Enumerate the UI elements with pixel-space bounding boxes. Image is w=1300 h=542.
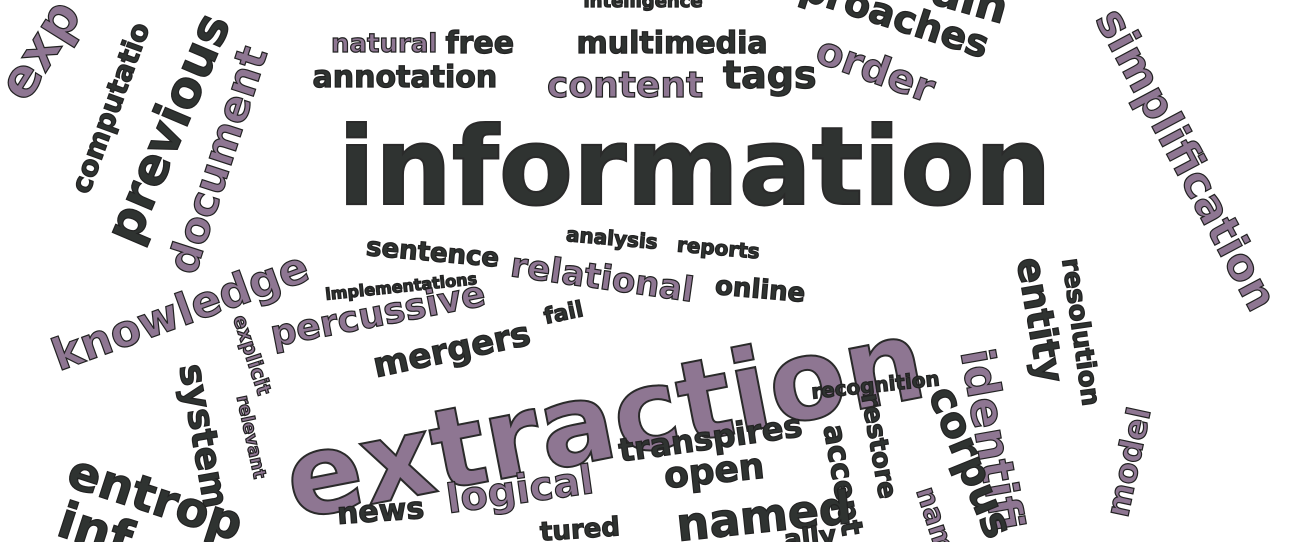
word-multimedia: multimedia	[576, 26, 768, 61]
word-structured: tured	[538, 512, 621, 542]
word-tags: tags	[722, 53, 817, 97]
word-annotation: annotation	[312, 60, 498, 95]
word-online: online	[713, 271, 807, 310]
word-reports: reports	[675, 232, 761, 264]
word-usually: ally	[782, 520, 838, 542]
word-content: content	[546, 65, 704, 106]
word-relevant: relevant	[231, 393, 270, 481]
word-model: model	[1097, 403, 1159, 521]
word-explicit: explicit	[227, 311, 277, 399]
word-open: open	[661, 445, 766, 498]
word-information: information	[337, 105, 1052, 230]
word-intelligence: intelligence	[583, 0, 703, 12]
word-news: news	[335, 490, 426, 533]
word-exp: exp	[0, 0, 94, 111]
word-natural: natural	[330, 29, 438, 59]
word-sentence: sentence	[364, 232, 501, 275]
word-relational: relational	[507, 245, 696, 311]
word-analysis: analysis	[565, 221, 660, 254]
word-free: free	[445, 26, 515, 61]
word-fail: fail	[541, 297, 586, 331]
word-names: nam	[909, 482, 963, 542]
word-simplification: simplification	[1084, 0, 1287, 320]
